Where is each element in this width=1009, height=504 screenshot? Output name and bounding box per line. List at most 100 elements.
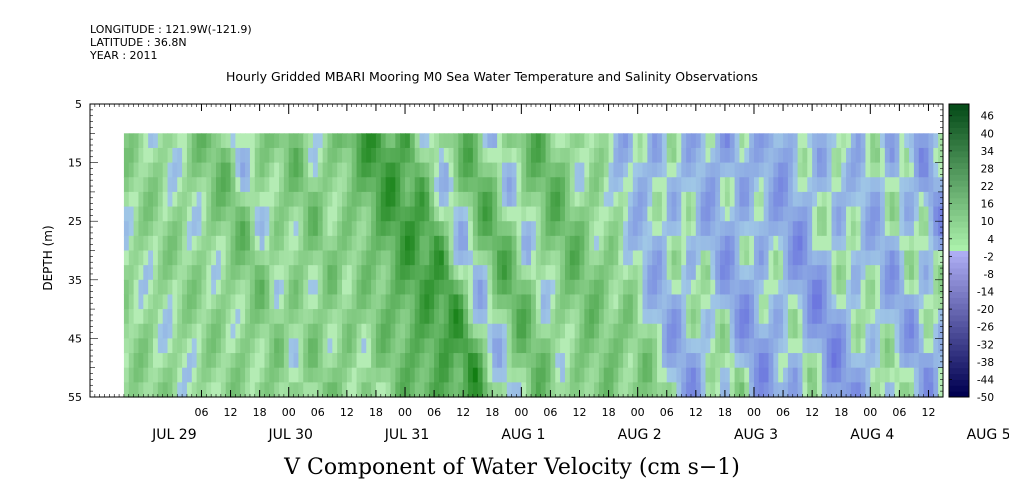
heatmap-cell [816, 250, 823, 266]
heatmap-cell [143, 147, 149, 164]
heatmap-cell [938, 353, 944, 369]
heatmap-cell [375, 206, 382, 222]
heatmap-cell [375, 338, 382, 354]
heatmap-cell [279, 323, 285, 339]
heatmap-cell [235, 265, 241, 281]
colorbar-swatch [949, 156, 969, 164]
heatmap-cell [468, 382, 474, 398]
heatmap-cell [453, 162, 459, 178]
heatmap-cell [308, 206, 314, 222]
heatmap-cell [545, 162, 552, 178]
heatmap-cell [186, 235, 193, 252]
heatmap-cell [191, 147, 198, 164]
heatmap-cell [148, 265, 154, 281]
heatmap-cell [889, 235, 896, 252]
heatmap-cell [138, 221, 144, 237]
heatmap-cell [661, 309, 668, 325]
heatmap-cell [816, 235, 823, 252]
heatmap-cell [758, 147, 765, 164]
heatmap-cell [647, 250, 653, 266]
heatmap-cell [182, 265, 188, 281]
heatmap-cell [424, 191, 430, 208]
heatmap-cell [371, 235, 377, 252]
heatmap-cell [492, 279, 498, 296]
heatmap-cell [758, 235, 765, 252]
heatmap-cell [686, 221, 692, 237]
heatmap-cell [574, 265, 581, 281]
heatmap-cell [322, 382, 329, 398]
colorbar-tick-label: 40 [981, 128, 994, 140]
heatmap-cell [744, 265, 750, 281]
heatmap-cell [453, 133, 459, 149]
heatmap-cell [623, 309, 629, 325]
heatmap-cell [230, 353, 236, 369]
x-date-label: AUG 1 [501, 427, 545, 443]
heatmap-cell [167, 323, 173, 339]
heatmap-cell [167, 235, 173, 252]
heatmap-cell [831, 294, 837, 310]
heatmap-cell [690, 279, 697, 296]
heatmap-cell [899, 382, 905, 398]
heatmap-cell [564, 177, 571, 193]
heatmap-cell [846, 133, 852, 149]
heatmap-cell [501, 191, 508, 208]
heatmap-cell [584, 191, 590, 208]
heatmap-cell [303, 177, 309, 193]
heatmap-cell [138, 382, 144, 398]
heatmap-cell [681, 162, 687, 178]
heatmap-cell [123, 177, 130, 193]
heatmap-cell [201, 338, 207, 354]
heatmap-cell [346, 294, 353, 310]
heatmap-cell [647, 323, 653, 339]
heatmap-cell [434, 309, 440, 325]
heatmap-cell [448, 382, 455, 398]
heatmap-cell [293, 367, 300, 383]
heatmap-cell [128, 133, 135, 149]
heatmap-cell [812, 353, 818, 369]
heatmap-cell [797, 353, 804, 369]
heatmap-cell [647, 177, 653, 193]
heatmap-cell [884, 147, 891, 164]
heatmap-cell [758, 279, 765, 296]
heatmap-cell [148, 133, 154, 149]
heatmap-cell [846, 250, 852, 266]
heatmap-cell [312, 206, 319, 222]
heatmap-cell [666, 221, 673, 237]
heatmap-cell [216, 191, 222, 208]
heatmap-cell [598, 338, 605, 354]
heatmap-cell [186, 147, 193, 164]
heatmap-cell [492, 206, 498, 222]
heatmap-cell [458, 177, 464, 193]
heatmap-cell [211, 279, 217, 296]
heatmap-cell [860, 382, 867, 398]
heatmap-cell [245, 309, 251, 325]
heatmap-cell [317, 221, 324, 237]
heatmap-cell [579, 147, 585, 164]
heatmap-cell [225, 147, 232, 164]
heatmap-cell [162, 191, 169, 208]
heatmap-cell [753, 279, 760, 296]
heatmap-cell [414, 162, 421, 178]
heatmap-cell [797, 382, 804, 398]
heatmap-cell [346, 265, 353, 281]
heatmap-cell [429, 177, 435, 193]
heatmap-cell [550, 353, 556, 369]
heatmap-cell [380, 279, 387, 296]
heatmap-cell [574, 353, 581, 369]
heatmap-cell [569, 162, 576, 178]
heatmap-cell [283, 353, 290, 369]
heatmap-cell [938, 367, 944, 383]
heatmap-cell [245, 382, 251, 398]
heatmap-cell [564, 221, 571, 237]
heatmap-cell [177, 367, 183, 383]
heatmap-cell [753, 250, 760, 266]
heatmap-cell [206, 353, 212, 369]
heatmap-cell [850, 177, 857, 193]
heatmap-cell [724, 221, 731, 237]
heatmap-cell [303, 279, 309, 296]
heatmap-cell [448, 250, 455, 266]
heatmap-cell [909, 323, 915, 339]
heatmap-cell [448, 353, 455, 369]
heatmap-cell [758, 323, 765, 339]
heatmap-cell [448, 265, 455, 281]
